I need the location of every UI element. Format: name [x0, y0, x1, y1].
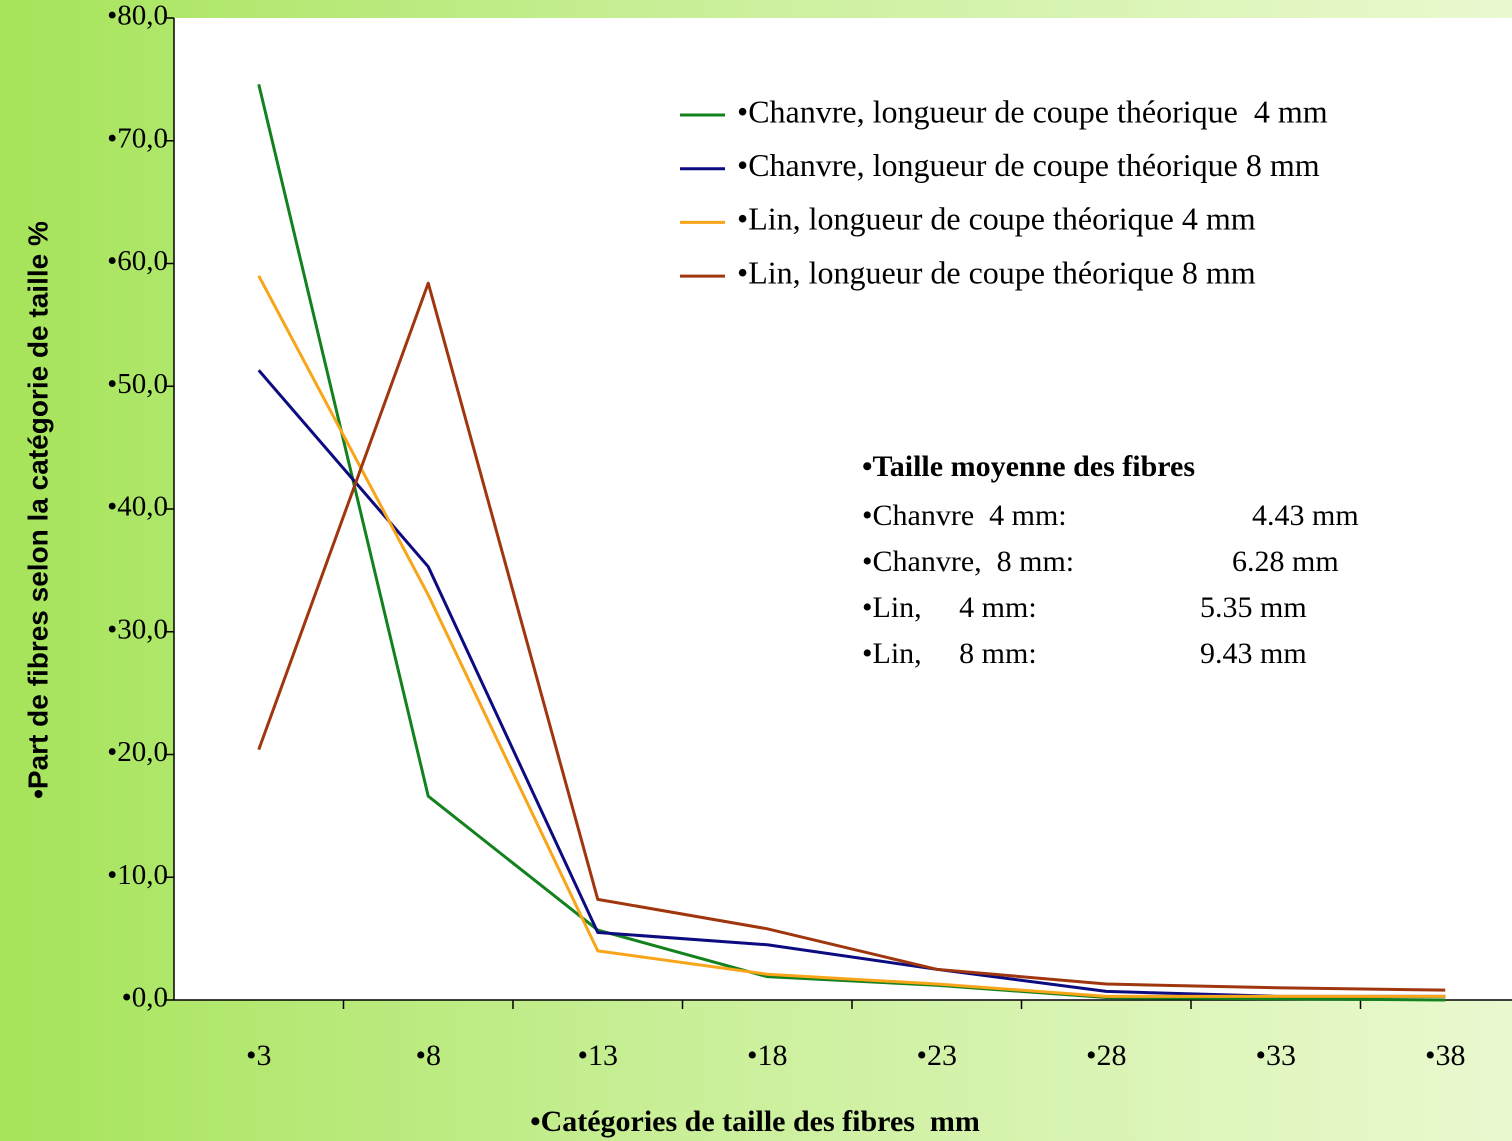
plot-area: [174, 18, 1512, 1000]
series-line: [257, 275, 1446, 998]
legend-label: •Chanvre, longueur de coupe théorique 8 …: [737, 147, 1320, 183]
annotation-label: •Chanvre, 8 mm:: [862, 545, 1074, 578]
x-tick-label: •3: [246, 1039, 272, 1072]
x-tick-label: •18: [747, 1039, 788, 1072]
y-tick-label: •20,0: [107, 736, 168, 768]
series-line: [257, 83, 1446, 1002]
y-tick-label: •0,0: [122, 982, 168, 1014]
y-tick-label: •40,0: [107, 491, 168, 523]
annotation-label: •Lin, 4 mm:: [862, 591, 1037, 624]
y-tick-label: •70,0: [107, 122, 168, 154]
series-line: [257, 281, 1446, 992]
annotation-label: •Chanvre 4 mm:: [862, 499, 1067, 532]
x-tick-label: •8: [415, 1039, 441, 1072]
y-tick-label: •80,0: [107, 0, 168, 32]
x-axis-title: •Catégories de taille des fibres mm: [530, 1105, 980, 1138]
annotation-title: •Taille moyenne des fibres: [862, 450, 1195, 483]
y-tick-label: •30,0: [107, 613, 168, 645]
x-tick-label: •33: [1255, 1039, 1296, 1072]
annotation-value: 6.28 mm: [1232, 545, 1339, 578]
y-tick-label: •60,0: [107, 245, 168, 277]
legend-label: •Lin, longueur de coupe théorique 8 mm: [737, 254, 1256, 290]
x-tick-label: •23: [916, 1039, 957, 1072]
annotation-value: 9.43 mm: [1200, 637, 1307, 670]
annotation-label: •Lin, 8 mm:: [862, 637, 1037, 670]
annotation-value: 5.35 mm: [1200, 591, 1307, 624]
x-tick-label: •13: [577, 1039, 618, 1072]
x-tick-label: •38: [1425, 1039, 1466, 1072]
y-tick-label: •10,0: [107, 859, 168, 891]
y-axis-title: •Part de fibres selon la catégorie de ta…: [22, 221, 53, 799]
legend-label: •Lin, longueur de coupe théorique 4 mm: [737, 201, 1256, 237]
annotation-value: 4.43 mm: [1252, 499, 1359, 532]
legend-label: •Chanvre, longueur de coupe théorique 4 …: [737, 93, 1328, 129]
x-tick-label: •28: [1086, 1039, 1127, 1072]
y-tick-label: •50,0: [107, 368, 168, 400]
